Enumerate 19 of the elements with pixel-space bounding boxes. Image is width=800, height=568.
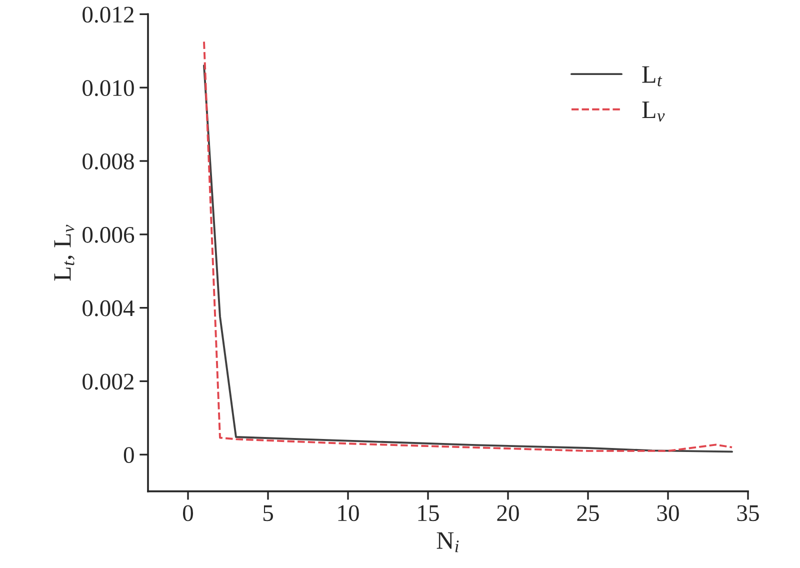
y-axis-title: L$_{t}$, L$_{v}$ — [54, 224, 75, 281]
y-tick-label: 0.006 — [82, 226, 134, 243]
x-tick-label: 15 — [418, 505, 439, 522]
y-tick-label: 0 — [124, 447, 134, 464]
x-tick-label: 25 — [577, 505, 599, 522]
x-tick-label: 35 — [737, 505, 759, 522]
x-tick-label: 10 — [338, 505, 359, 522]
y-tick-label: 0.010 — [82, 80, 134, 96]
x-tick-label: 20 — [497, 505, 519, 522]
x-tick-label: 30 — [657, 505, 679, 522]
x-tick-label: 5 — [263, 505, 273, 522]
x-tick-label: 0 — [182, 505, 194, 522]
y-tick-label: 0.008 — [82, 153, 134, 170]
y-tick-label: 0.004 — [82, 300, 134, 316]
y-tick-label: 0.012 — [82, 6, 134, 23]
legend-label: L$_{v}$ — [642, 102, 665, 122]
y-tick-label: 0.002 — [82, 374, 134, 390]
x-axis-title: N$_{i}$ — [436, 532, 459, 552]
legend-label: L$_{t}$ — [642, 66, 662, 86]
